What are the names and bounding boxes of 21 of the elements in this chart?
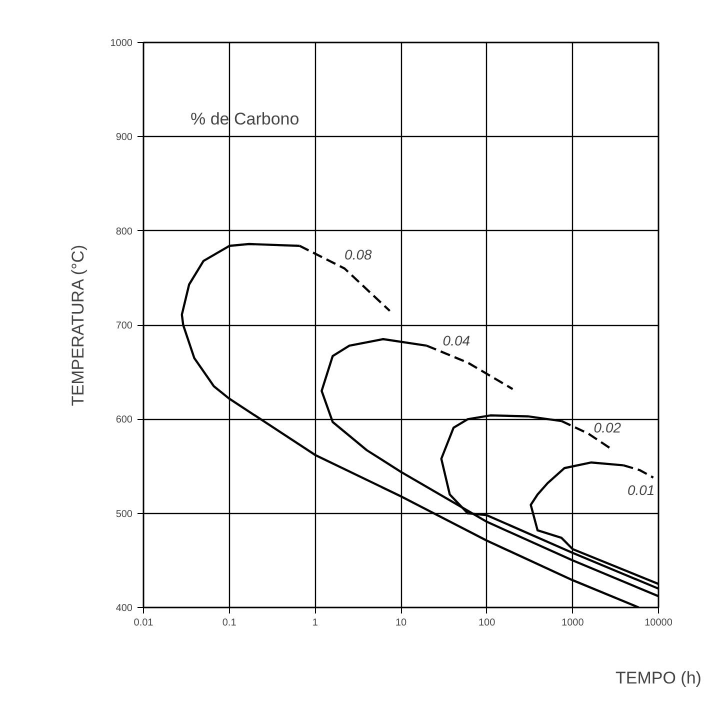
x-tick-label: 10 [395,618,407,628]
annotation: % de Carbono [190,110,300,128]
y-tick-label: 1000 [110,38,133,49]
y-tick-label: 800 [116,226,133,238]
y-tick-label: 900 [116,132,133,144]
x-tick-label: 100 [478,618,496,628]
x-axis-title: TEMPO (h) [616,668,702,688]
y-tick-label: 500 [116,508,133,520]
annotation: 0.01 [627,482,655,498]
x-tick-label: 1 [312,618,318,628]
x-tick-label: 10000 [644,618,673,628]
y-tick-label: 400 [116,603,133,614]
annotation: 0.08 [344,246,372,262]
annotation: 0.02 [594,419,622,436]
y-tick-label: 700 [116,320,133,332]
y-tick-label: 600 [116,414,133,426]
y-axis-title: TEMPERATURA (°C) [68,244,88,406]
x-tick-label: 0.1 [222,618,237,628]
annotation: 0.04 [442,332,470,349]
x-tick-label: 1000 [562,618,584,628]
x-tick-label: 0.01 [134,618,154,628]
